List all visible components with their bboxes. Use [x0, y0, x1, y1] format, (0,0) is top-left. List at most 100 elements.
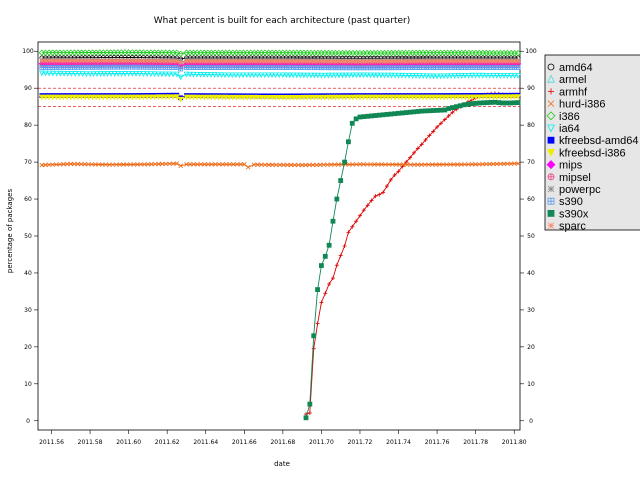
data-point — [483, 161, 489, 167]
data-point — [39, 58, 45, 64]
data-point — [354, 59, 359, 64]
data-point — [364, 94, 370, 101]
y-tick-label-left: 40 — [24, 270, 32, 277]
data-point — [50, 58, 55, 64]
data-point — [354, 219, 359, 224]
data-point — [233, 94, 240, 101]
data-point — [54, 162, 59, 167]
data-point — [75, 94, 81, 101]
y-tick-label-left: 90 — [24, 85, 32, 92]
data-point — [332, 162, 337, 167]
data-point — [129, 71, 136, 77]
data-point — [64, 94, 71, 101]
data-point — [487, 94, 493, 101]
data-point — [334, 263, 339, 268]
data-point — [129, 94, 136, 101]
data-point — [381, 72, 388, 79]
data-point — [455, 73, 461, 79]
data-point — [427, 133, 432, 138]
data-point — [361, 59, 366, 64]
data-point — [230, 58, 236, 64]
data-point — [187, 94, 193, 101]
data-point — [42, 94, 49, 101]
data-point — [126, 58, 131, 64]
data-point — [411, 150, 416, 155]
data-point — [413, 94, 419, 101]
data-point — [305, 59, 310, 64]
legend-marker — [547, 197, 555, 205]
data-point — [374, 72, 381, 79]
data-point — [162, 94, 169, 101]
data-point — [290, 72, 297, 79]
data-point — [343, 72, 349, 79]
data-point — [360, 94, 367, 101]
data-point — [266, 58, 271, 64]
data-point — [198, 58, 204, 64]
data-point — [71, 161, 77, 167]
data-point — [483, 72, 490, 79]
data-point — [378, 59, 384, 64]
data-point — [444, 73, 451, 80]
data-point — [329, 59, 335, 64]
data-point — [296, 162, 301, 168]
data-point — [396, 110, 401, 116]
data-point — [273, 162, 279, 168]
data-point — [508, 73, 514, 79]
data-point — [89, 162, 95, 167]
data-point — [448, 58, 454, 64]
data-point — [178, 163, 183, 169]
data-point — [325, 162, 330, 168]
data-point — [205, 94, 211, 101]
data-point — [39, 162, 45, 168]
data-point — [291, 58, 296, 64]
data-point — [508, 94, 514, 101]
data-point — [166, 94, 173, 101]
data-point — [270, 162, 275, 168]
legend-label: mipsel — [559, 172, 591, 184]
data-point — [409, 73, 416, 79]
data-point — [90, 58, 95, 64]
data-point — [483, 94, 490, 101]
data-point — [406, 59, 412, 64]
data-point — [504, 94, 511, 101]
data-point — [190, 71, 197, 78]
data-point — [272, 72, 279, 79]
data-point — [333, 59, 338, 64]
y-tick-label-right: 10 — [527, 381, 535, 388]
data-point — [377, 192, 382, 197]
data-point — [223, 58, 229, 64]
data-point — [402, 94, 409, 101]
data-point — [498, 161, 503, 167]
data-point — [450, 110, 455, 115]
y-tick-label-right: 80 — [527, 122, 535, 129]
data-point — [57, 70, 64, 77]
data-point — [329, 72, 335, 79]
data-point — [322, 59, 328, 64]
data-point — [234, 162, 240, 167]
data-point — [416, 94, 423, 101]
data-point — [338, 178, 344, 183]
data-point — [426, 162, 431, 167]
data-point — [440, 162, 446, 167]
data-point — [64, 71, 71, 77]
data-point — [422, 162, 428, 167]
data-point — [170, 94, 176, 101]
data-point — [170, 71, 176, 78]
data-point — [372, 162, 377, 167]
data-point — [453, 104, 459, 110]
data-point — [137, 58, 143, 64]
data-point — [54, 58, 59, 64]
data-point — [504, 100, 509, 106]
data-point — [173, 49, 180, 56]
data-point — [311, 333, 317, 339]
data-point — [178, 66, 184, 72]
data-point — [434, 107, 440, 113]
series-hurd-i386 — [39, 161, 521, 170]
data-point — [441, 94, 447, 101]
data-point — [319, 59, 324, 64]
data-point — [307, 411, 312, 416]
data-point — [174, 161, 180, 166]
data-point — [297, 94, 304, 101]
data-point — [386, 162, 392, 167]
data-point — [470, 58, 475, 64]
